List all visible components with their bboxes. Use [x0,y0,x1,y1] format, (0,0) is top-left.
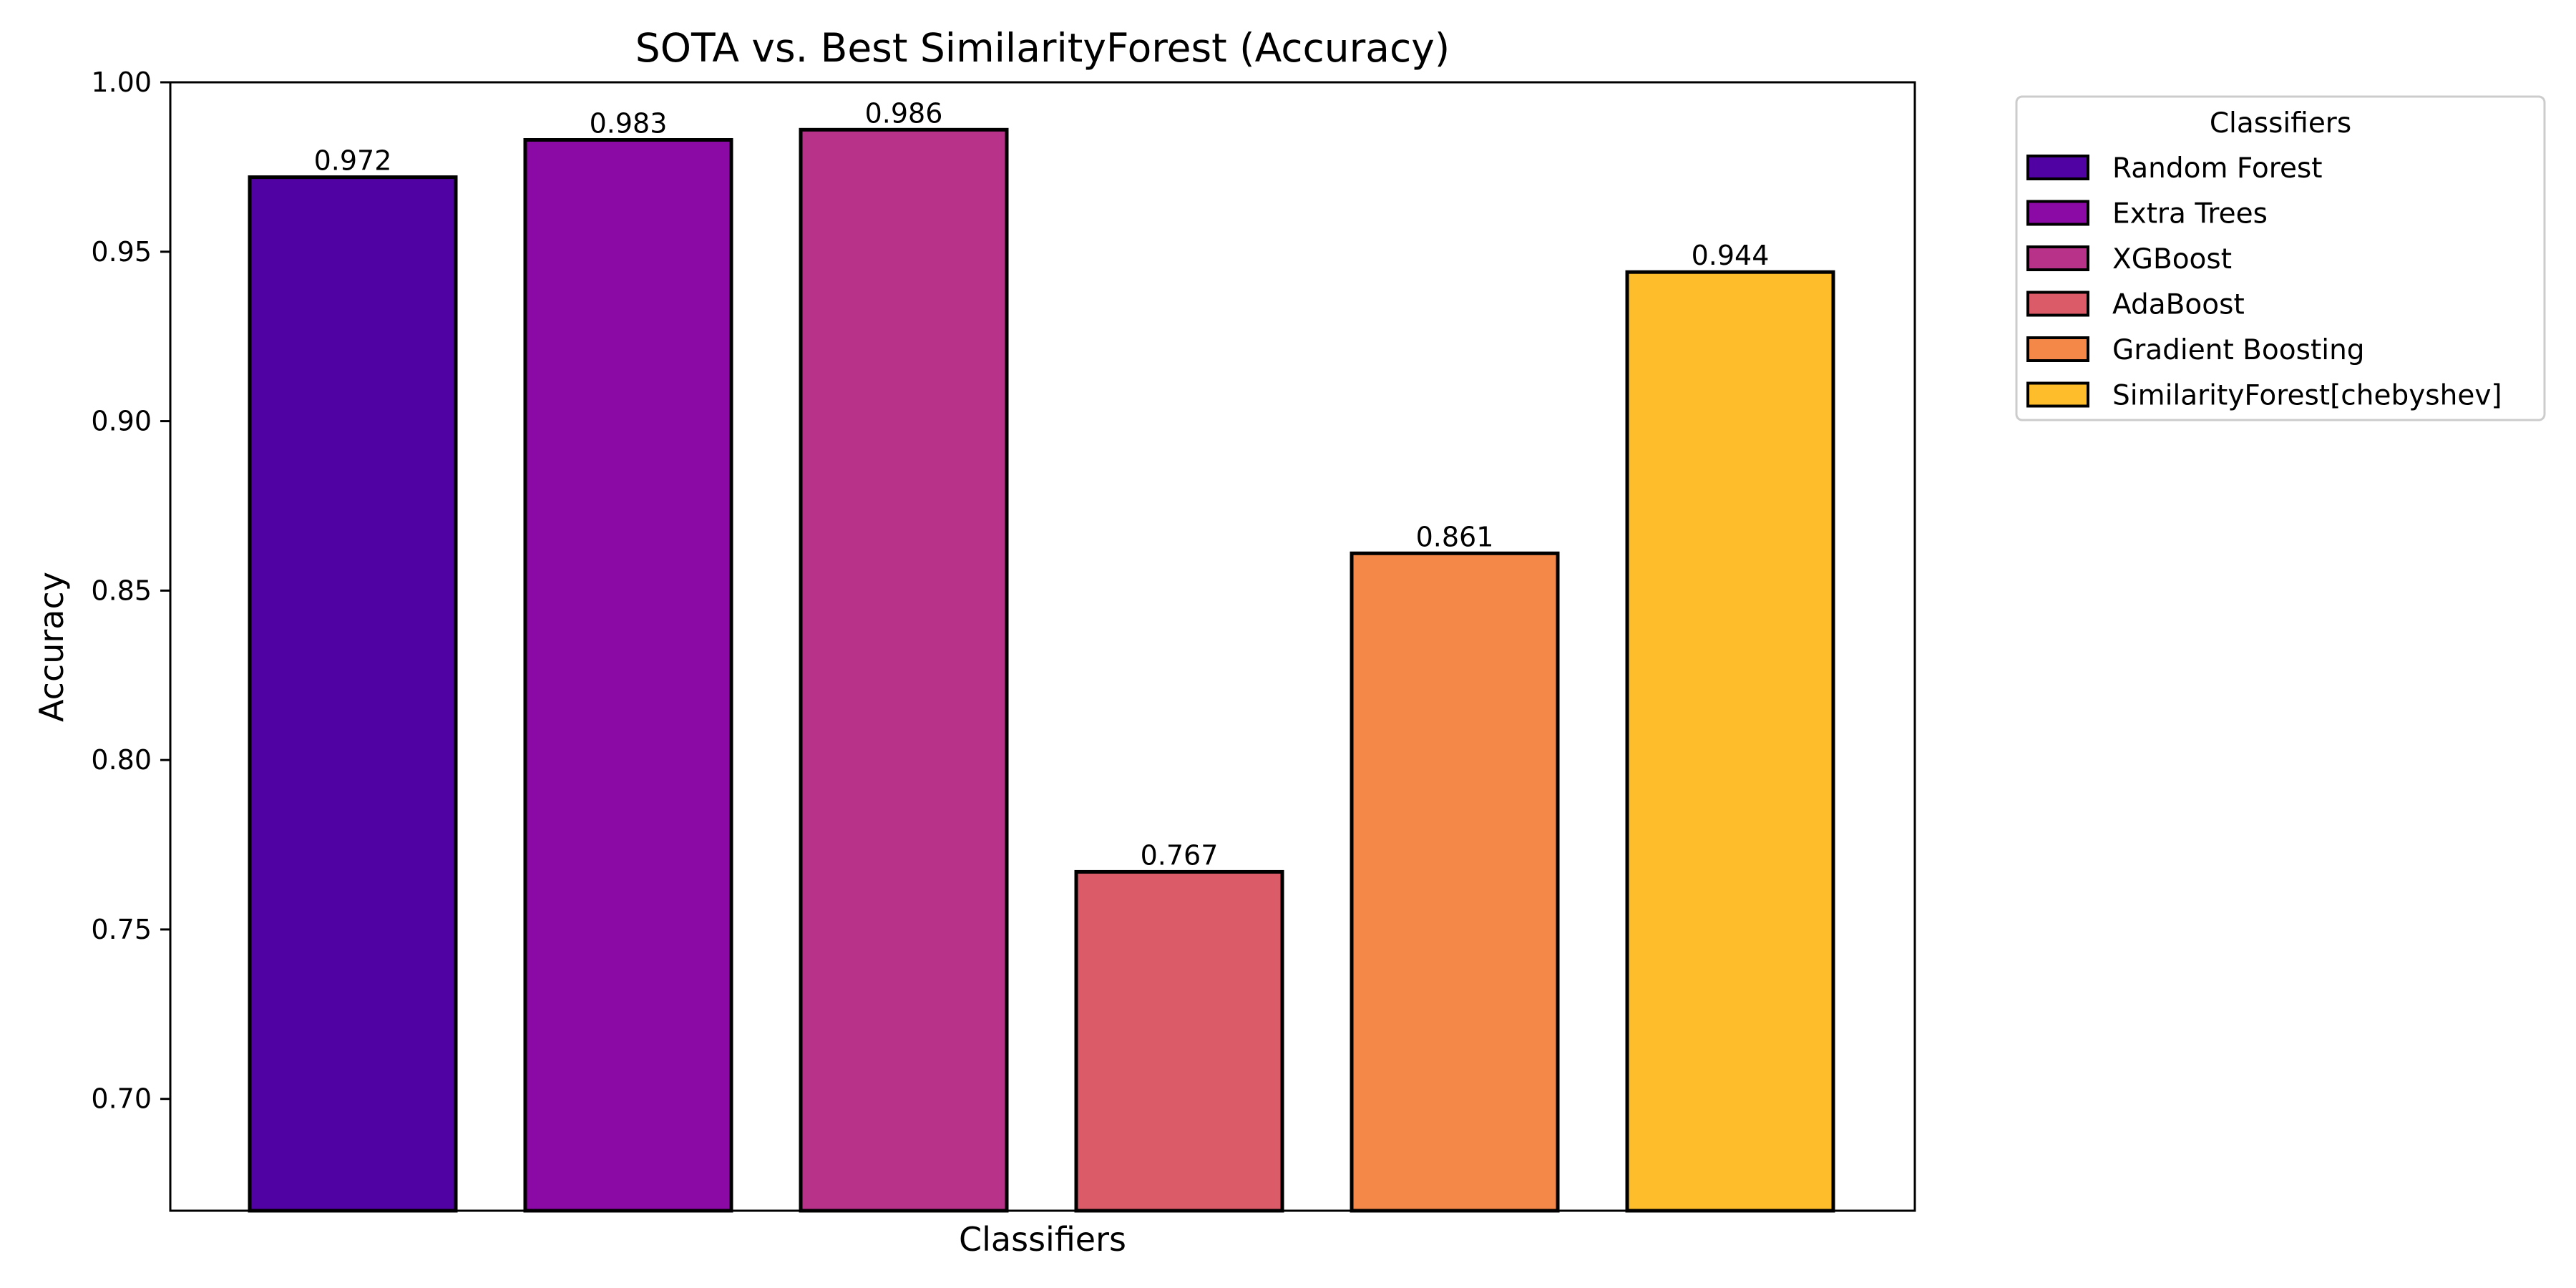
bar-2 [799,127,1009,1213]
legend-swatch-0 [2026,155,2089,180]
bar-value-label-1: 0.983 [590,108,668,140]
legend-label-4: Gradient Boosting [2112,334,2365,366]
legend-label-3: AdaBoost [2112,289,2245,321]
bar-1 [523,138,733,1213]
legend-swatch-1 [2026,200,2089,226]
chart-title: SOTA vs. Best SimilarityForest (Accuracy… [635,25,1450,71]
legend-label-1: Extra Trees [2112,198,2268,230]
bar-4 [1350,551,1560,1213]
legend-swatch-4 [2026,336,2089,362]
y-tick-label-2: 0.80 [91,744,152,776]
y-tick-label-1: 0.75 [91,914,152,945]
legend-swatch-5 [2026,381,2089,408]
bar-0 [248,175,458,1213]
x-axis-label: Classifiers [959,1220,1126,1259]
bar-3 [1074,869,1284,1213]
bars-layer [248,127,1835,1213]
y-tick-label-4: 0.90 [91,406,152,437]
legend-swatch-2 [2026,245,2089,271]
legend-label-5: SimilarityForest[chebyshev] [2112,380,2502,412]
y-axis: 0.70 0.75 0.80 0.85 0.90 0.95 1.00 [91,67,170,1115]
legend-entries: Random Forest Extra Trees XGBoost AdaBoost G… [2026,152,2502,412]
bar-value-label-5: 0.944 [1692,240,1770,271]
y-tick-label-6: 1.00 [91,67,152,98]
y-axis-label: Accuracy [32,572,71,722]
bar-5 [1625,270,1835,1213]
legend-label-0: Random Forest [2112,152,2323,185]
legend-title: Classifiers [2210,107,2351,140]
value-labels-layer: 0.972 0.983 0.986 0.767 0.861 0.944 [314,97,1770,871]
y-tick-label-3: 0.85 [91,575,152,606]
bar-value-label-4: 0.861 [1416,521,1494,552]
legend-box [2015,95,2546,421]
bar-value-label-0: 0.972 [314,145,392,177]
legend-label-2: XGBoost [2112,243,2232,275]
legend: Classifiers Random Forest Extra Trees XGBo… [2015,95,2546,421]
legend-swatch-3 [2026,291,2089,317]
bar-value-label-2: 0.986 [865,97,943,129]
bar-value-label-3: 0.767 [1141,839,1219,871]
y-tick-label-5: 0.95 [91,236,152,268]
y-tick-label-0: 0.70 [91,1083,152,1115]
plot-frame [169,81,1916,1212]
